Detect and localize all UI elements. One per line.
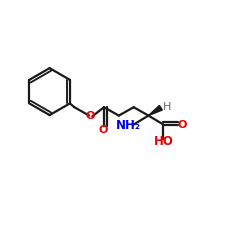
Text: O: O — [178, 120, 187, 130]
Text: H: H — [162, 102, 171, 112]
Text: NH₂: NH₂ — [116, 119, 141, 132]
Text: O: O — [98, 125, 108, 135]
Text: HO: HO — [154, 135, 173, 148]
Text: O: O — [85, 111, 94, 121]
Polygon shape — [148, 106, 162, 116]
